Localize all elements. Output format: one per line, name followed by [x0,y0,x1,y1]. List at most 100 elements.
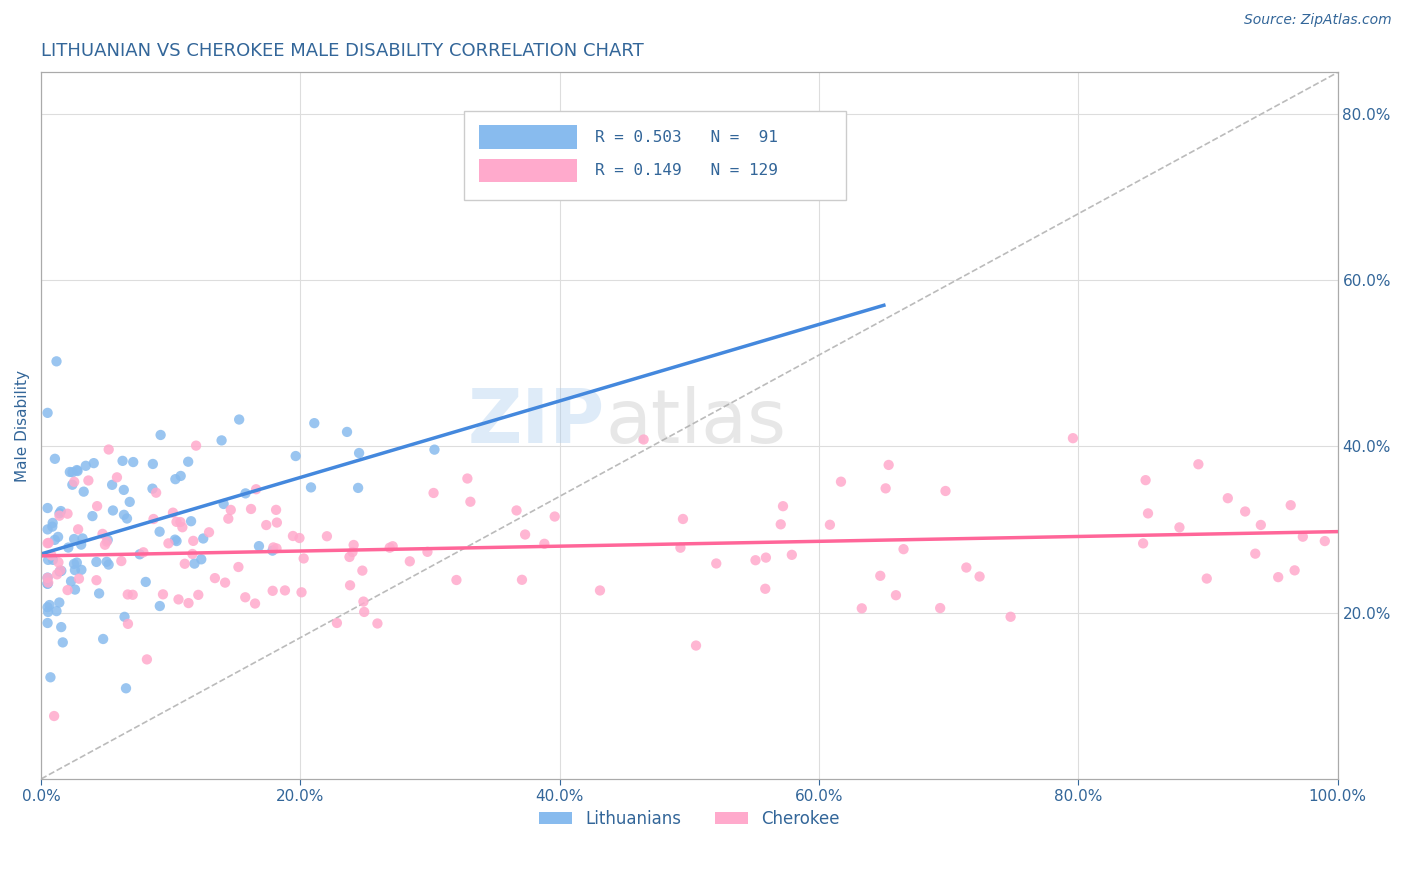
Point [818,517,841,532]
Point [1062,431,1084,445]
Point [41,549,63,563]
Point [352,564,374,578]
Point [38,598,60,612]
Point [96,555,118,569]
Point [163,533,186,547]
Point [1195,572,1218,586]
Point [117,587,139,601]
Point [73,484,96,499]
Point [63,582,86,597]
Point [169,515,191,529]
Point [91,527,114,541]
Text: LITHUANIAN VS CHEROKEE MALE DISABILITY CORRELATION CHART: LITHUANIAN VS CHEROKEE MALE DISABILITY C… [41,42,644,60]
Point [1216,491,1239,506]
Point [353,605,375,619]
Point [177,596,200,610]
Point [1267,570,1289,584]
Point [1284,563,1306,577]
Point [96,534,118,549]
Point [63,475,86,489]
Point [97,442,120,457]
Point [744,553,766,567]
Point [290,585,312,599]
Point [149,599,172,613]
Point [62,465,84,479]
Point [63,532,86,546]
Point [266,541,288,556]
Point [166,534,188,549]
Point [342,545,364,559]
Point [162,506,184,520]
Point [299,480,322,494]
Point [544,509,567,524]
Point [173,557,195,571]
Point [875,481,897,495]
Point [316,529,339,543]
Point [77,474,100,488]
Point [91,632,114,646]
Point [212,497,235,511]
Point [969,569,991,583]
Point [37,576,59,591]
Point [56,583,79,598]
Point [149,524,172,539]
Point [39,670,62,684]
Point [336,425,359,439]
Point [110,554,132,568]
Text: R = 0.503   N =  91: R = 0.503 N = 91 [595,130,778,145]
Point [51,620,73,634]
Point [87,586,110,600]
Point [446,573,468,587]
Point [1292,530,1315,544]
Point [37,406,59,420]
Point [70,538,93,552]
Point [423,442,446,457]
Point [42,709,65,723]
Point [378,541,401,555]
Point [929,601,952,615]
Point [48,508,70,523]
Point [1279,498,1302,512]
Point [204,571,226,585]
Point [704,557,727,571]
FancyBboxPatch shape [479,159,576,182]
Point [82,509,104,524]
Point [67,572,90,586]
Point [893,542,915,557]
Point [72,532,94,546]
Point [58,541,80,555]
Point [262,583,284,598]
Point [66,556,89,570]
Point [235,486,257,500]
Point [240,502,263,516]
Point [170,469,193,483]
Point [869,569,891,583]
Point [114,610,136,624]
Point [211,434,233,448]
Point [228,560,250,574]
Point [45,354,67,368]
Point [135,652,157,666]
Point [381,539,404,553]
Point [37,501,59,516]
Point [37,553,59,567]
Point [37,576,59,591]
Point [152,587,174,601]
Point [533,537,555,551]
Point [184,439,207,453]
Point [284,449,307,463]
Point [166,515,188,529]
Point [49,563,72,577]
Point [755,550,778,565]
Point [38,536,60,550]
Point [589,583,612,598]
Point [326,615,349,630]
Point [772,499,794,513]
Point [245,482,267,496]
Point [288,531,311,545]
Point [63,563,86,577]
Point [49,504,72,518]
Point [1000,609,1022,624]
Point [190,552,212,566]
Text: ZIP: ZIP [468,385,605,458]
